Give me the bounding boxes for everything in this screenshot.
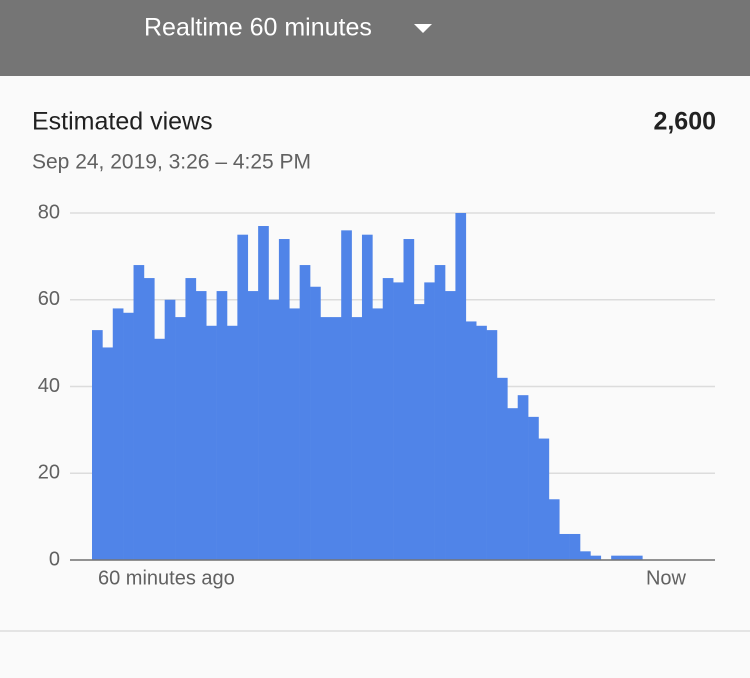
bar — [559, 533, 570, 560]
bar — [237, 234, 249, 560]
card-total: 2,600 — [653, 108, 716, 136]
bar — [247, 291, 259, 560]
bar — [278, 239, 290, 560]
x-label: Now — [646, 567, 687, 589]
bar — [206, 325, 217, 560]
y-tick-label: 60 — [38, 288, 60, 310]
bar — [341, 230, 352, 560]
bar — [92, 330, 103, 560]
bar — [226, 325, 238, 560]
bar — [195, 291, 207, 560]
dropdown-arrow[interactable] — [414, 24, 432, 33]
bar — [320, 317, 332, 560]
bar — [289, 308, 300, 560]
bar — [133, 265, 145, 560]
bar — [590, 555, 602, 560]
bar — [143, 278, 155, 560]
bar — [299, 265, 311, 560]
bar — [361, 234, 373, 560]
bar — [372, 308, 384, 560]
bar — [403, 239, 415, 560]
bar — [548, 499, 560, 560]
bar — [393, 282, 404, 560]
bar — [102, 347, 114, 560]
bar — [154, 338, 165, 560]
bar — [465, 321, 477, 560]
bar — [569, 533, 581, 560]
y-tick-label: 20 — [38, 462, 60, 484]
bar — [351, 317, 363, 560]
bar — [268, 299, 280, 560]
bar — [611, 555, 622, 560]
bar — [621, 555, 633, 560]
y-tick-label: 80 — [38, 201, 60, 223]
bar — [175, 317, 186, 560]
header-title[interactable]: Realtime 60 minutes — [144, 14, 372, 42]
header-bar — [0, 0, 750, 76]
y-tick-label: 40 — [38, 375, 60, 397]
bar — [496, 377, 508, 560]
bar — [486, 330, 498, 560]
bar — [455, 213, 467, 560]
bar — [123, 312, 134, 560]
y-tick-label: 0 — [49, 548, 60, 570]
bar — [413, 304, 425, 560]
x-label: 60 minutes ago — [98, 567, 235, 589]
plot: 0 20 40 60 80 60 minutes ago Now — [38, 201, 715, 589]
bar — [528, 416, 539, 560]
bar — [310, 286, 321, 560]
bar — [434, 265, 446, 560]
bar — [580, 551, 591, 560]
bar — [445, 291, 456, 560]
card-label: Estimated views — [32, 108, 213, 136]
bar — [507, 408, 519, 560]
bar — [258, 226, 269, 560]
bar — [631, 555, 643, 560]
bar — [216, 291, 228, 560]
bar — [538, 438, 550, 560]
bar — [330, 317, 342, 560]
card-period: Sep 24, 2019, 3:26 – 4:25 PM — [32, 151, 311, 174]
bar — [112, 308, 124, 560]
bar — [185, 278, 197, 560]
bar — [164, 299, 176, 560]
bar — [382, 278, 394, 560]
bar — [424, 282, 435, 560]
bar — [476, 325, 487, 560]
bar — [517, 395, 529, 560]
